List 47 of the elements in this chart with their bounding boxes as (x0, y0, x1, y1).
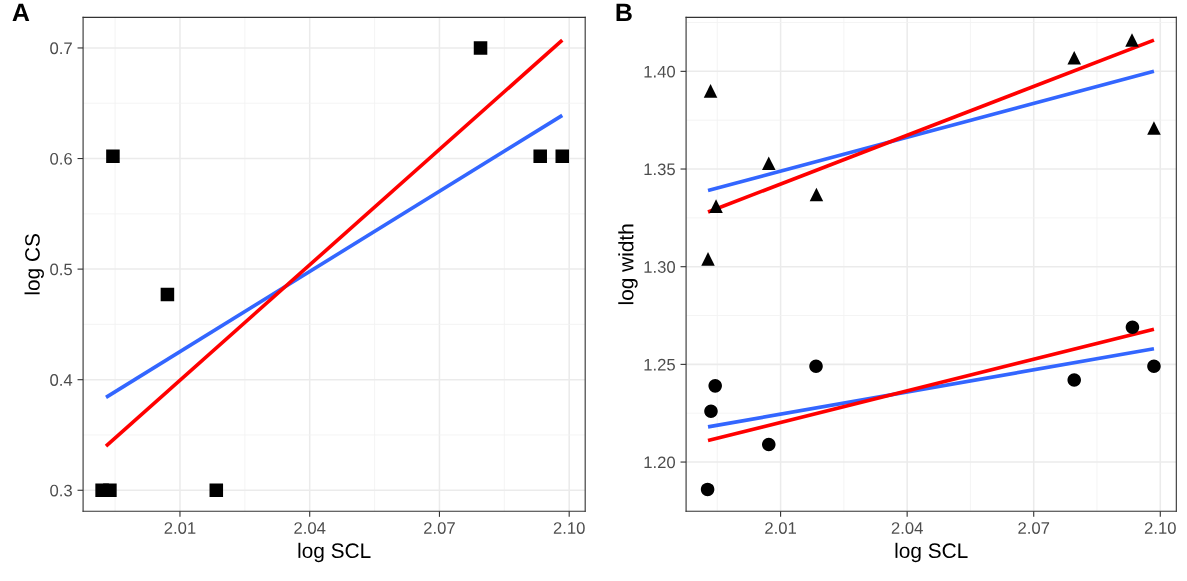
x-tick-label: 2.07 (1018, 522, 1050, 534)
x-tick-label: 2.04 (891, 522, 923, 534)
y-tick-label: 0.3 (50, 484, 72, 497)
chart-title: B (616, 3, 632, 22)
y-tick-label: 0.4 (50, 374, 73, 386)
point (103, 483, 117, 498)
y-axis-title: log CS (24, 234, 44, 295)
x-tick-label: 2.04 (294, 522, 326, 534)
point (704, 404, 718, 419)
point (700, 482, 715, 497)
point (160, 287, 175, 302)
chart-title: A (12, 3, 30, 22)
y-tick-label: 1.30 (644, 261, 676, 273)
point (533, 149, 547, 164)
point (701, 252, 715, 266)
point (209, 483, 224, 498)
point (1125, 320, 1140, 335)
point (1067, 50, 1081, 65)
point (1125, 33, 1139, 47)
point (809, 187, 824, 202)
y-tick-label: 1.25 (644, 358, 675, 371)
y-tick-label: 0.7 (50, 42, 72, 55)
y-tick-label: 1.20 (644, 456, 676, 469)
x-tick-label: 2.01 (765, 522, 796, 534)
point (703, 84, 718, 98)
y-tick-label: 0.6 (50, 152, 72, 165)
point (1147, 121, 1161, 135)
y-tick-label: 1.40 (644, 65, 676, 78)
point (106, 149, 120, 164)
point (762, 156, 776, 170)
point (1147, 359, 1161, 374)
y-tick-label: 1.35 (644, 163, 675, 176)
x-axis-title: log SCL (298, 542, 371, 563)
x-axis-title: log SCL (895, 542, 968, 563)
point (762, 437, 776, 452)
point (1067, 373, 1081, 387)
y-axis-title: log width (618, 224, 638, 305)
x-tick-label: 2.10 (1144, 522, 1176, 534)
point (708, 379, 722, 393)
point (555, 149, 570, 164)
point (473, 41, 488, 55)
x-tick-label: 2.07 (424, 522, 455, 534)
point (709, 199, 723, 213)
point (809, 359, 823, 374)
x-tick-label: 2.01 (164, 522, 196, 534)
y-tick-label: 0.5 (50, 263, 72, 276)
x-tick-label: 2.10 (553, 522, 585, 534)
